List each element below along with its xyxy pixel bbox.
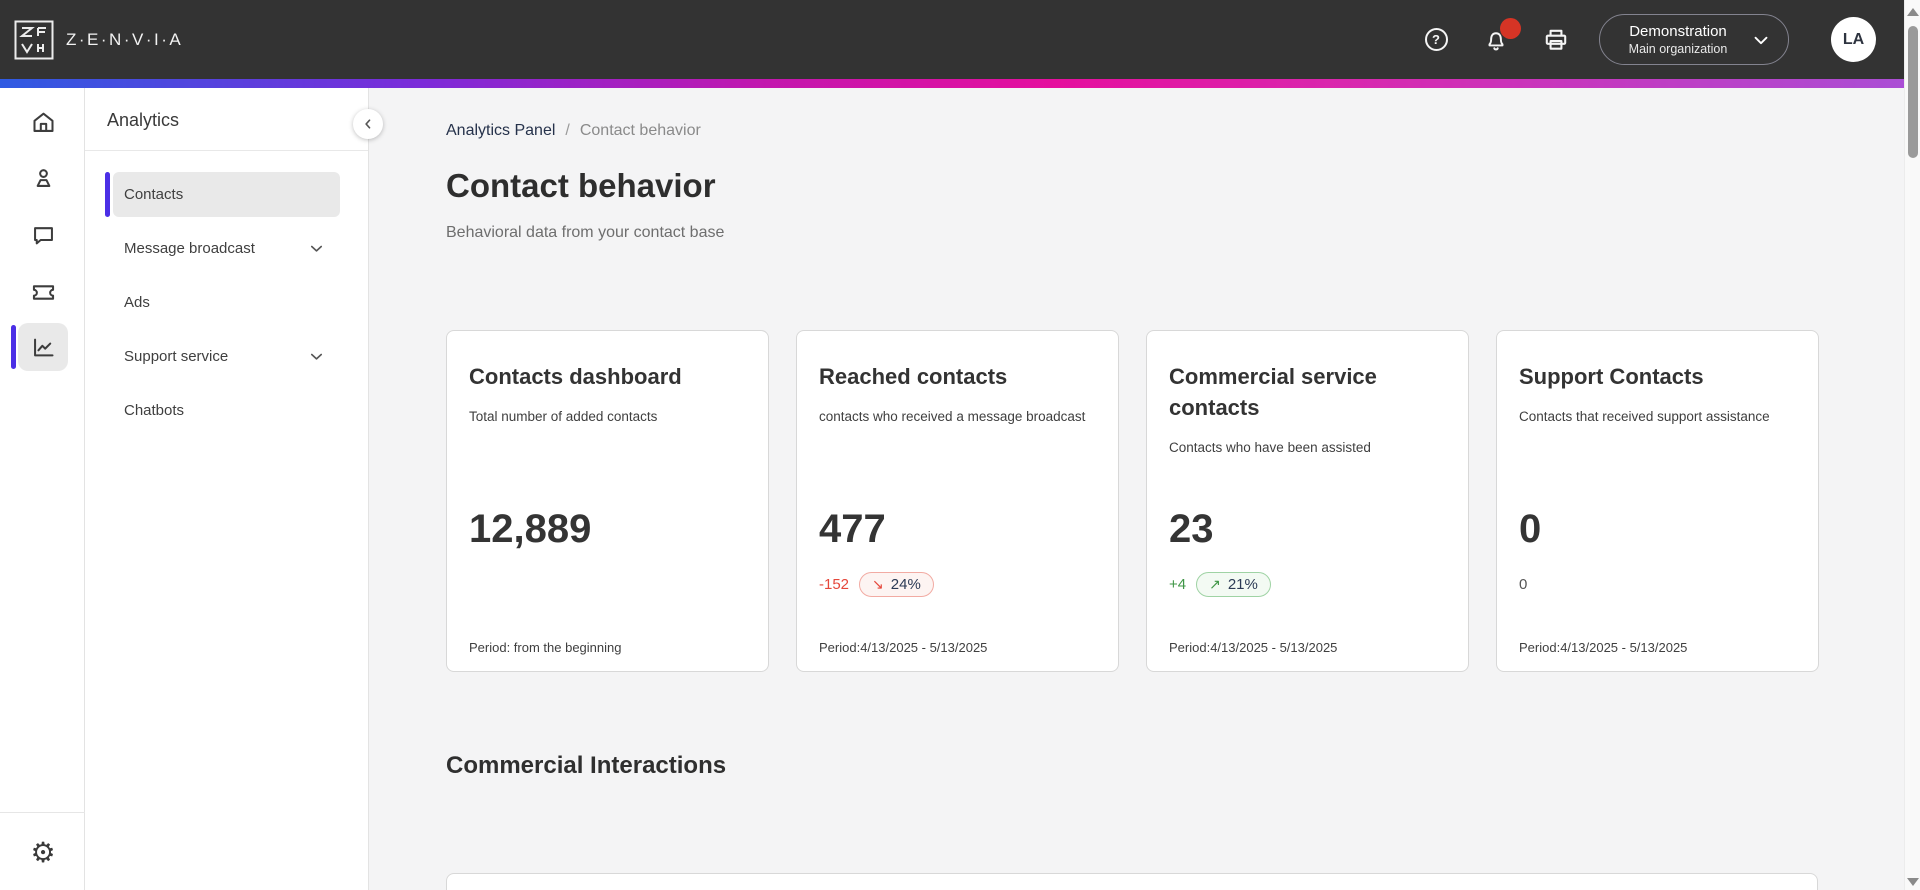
breadcrumb-separator: / — [565, 122, 570, 139]
card-delta-row: +4 ↗ 21% — [1169, 571, 1271, 597]
trend-badge: ↗ 21% — [1196, 571, 1271, 597]
card-value: 0 — [1519, 507, 1542, 551]
scrollbar-thumb[interactable] — [1908, 26, 1918, 158]
main-content: Analytics Panel / Contact behavior Conta… — [369, 88, 1920, 890]
sidebar-menu: Contacts Message broadcast Ads Support s… — [105, 172, 340, 442]
card-reached-contacts: Reached contacts contacts who received a… — [796, 330, 1119, 672]
user-avatar[interactable]: LA — [1831, 17, 1876, 62]
trend-percent: 21% — [1227, 575, 1258, 593]
window-scrollbar[interactable] — [1904, 0, 1920, 890]
card-contacts-dashboard: Contacts dashboard Total number of added… — [446, 330, 769, 672]
card-title: Support Contacts — [1519, 364, 1704, 389]
card-delta-row: -152 ↘ 24% — [819, 571, 934, 597]
chevron-down-icon — [307, 239, 326, 258]
card-value: 23 — [1169, 507, 1214, 551]
card-value: 12,889 — [469, 507, 592, 551]
settings-gear-icon[interactable]: ⚙ — [30, 837, 56, 868]
kpi-cards-row: Contacts dashboard Total number of added… — [446, 330, 1920, 672]
card-description: Contacts that received support assistanc… — [1519, 409, 1770, 424]
card-title: Contacts dashboard — [469, 364, 682, 389]
delta-value: +4 — [1169, 575, 1187, 593]
card-description: contacts who received a message broadcas… — [819, 409, 1086, 424]
section-commercial-interactions: Commercial Interactions — [446, 752, 727, 779]
rail-contacts-icon[interactable] — [18, 154, 68, 202]
scrollbar-up-arrow-icon[interactable] — [1907, 8, 1919, 16]
card-value: 477 — [819, 507, 886, 551]
organization-texts: Demonstration Main organization — [1620, 22, 1736, 58]
help-icon[interactable]: ? — [1423, 27, 1449, 53]
scrollbar-down-arrow-icon[interactable] — [1907, 878, 1919, 886]
print-icon[interactable] — [1543, 27, 1569, 53]
card-period: Period:4/13/2025 - 5/13/2025 — [1519, 640, 1688, 655]
delta-value: 0 — [1519, 575, 1528, 593]
sidebar-item-message-broadcast[interactable]: Message broadcast — [113, 226, 340, 271]
sidebar-item-chatbots[interactable]: Chatbots — [124, 402, 185, 419]
card-support-contacts: Support Contacts Contacts that received … — [1496, 330, 1819, 672]
trend-percent: 24% — [890, 575, 921, 593]
card-description: Contacts who have been assisted — [1169, 440, 1371, 455]
delta-value: -152 — [819, 575, 850, 593]
card-title: Commercial service contacts — [1169, 364, 1377, 420]
sidebar-item-contacts[interactable]: Contacts — [105, 172, 340, 217]
zenvia-logo-icon — [14, 20, 54, 60]
icon-rail: ⚙ — [0, 88, 85, 890]
rail-selected-accent — [11, 325, 16, 369]
trend-up-arrow-icon: ↗ — [1209, 575, 1221, 592]
breadcrumb-current: Contact behavior — [579, 122, 701, 139]
sidebar-item-ads[interactable]: Ads — [124, 294, 150, 311]
card-delta-row: 0 — [1519, 571, 1527, 597]
sidebar-title: Analytics — [107, 110, 180, 130]
brand-name: Z·E·N·V·I·A — [66, 29, 184, 49]
card-period: Period:4/13/2025 - 5/13/2025 — [819, 640, 988, 655]
organization-switcher[interactable]: Demonstration Main organization — [1599, 14, 1789, 65]
rail-divider — [0, 812, 85, 813]
rail-ticket-icon[interactable] — [18, 268, 68, 316]
sidebar-item-support-service[interactable]: Support service — [113, 334, 340, 379]
card-commercial-service-contacts: Commercial service contacts Contacts who… — [1146, 330, 1469, 672]
chevron-down-icon — [1750, 29, 1772, 51]
commercial-interactions-card — [446, 873, 1818, 890]
sidebar-collapse-button[interactable] — [353, 109, 383, 139]
rail-conversations-icon[interactable] — [18, 211, 68, 259]
card-period: Period: from the beginning — [469, 640, 622, 655]
notification-badge-dot — [1500, 17, 1521, 39]
analytics-sidebar: Analytics Contacts Message broadcast — [85, 88, 383, 890]
rail-home-icon[interactable] — [18, 98, 68, 146]
trend-down-arrow-icon: ↘ — [872, 575, 884, 592]
sidebar-divider — [85, 150, 368, 151]
brand-gradient-bar — [0, 79, 1920, 88]
page-title: Contact behavior — [446, 167, 716, 204]
notifications-bell-icon[interactable] — [1483, 17, 1521, 53]
chevron-down-icon — [307, 347, 326, 366]
organization-name: Demonstration — [1629, 22, 1727, 40]
card-title: Reached contacts — [819, 364, 1008, 389]
card-description: Total number of added contacts — [469, 409, 658, 424]
trend-badge: ↘ 24% — [859, 571, 934, 597]
card-period: Period:4/13/2025 - 5/13/2025 — [1169, 640, 1338, 655]
breadcrumb-analytics-panel[interactable]: Analytics Panel — [446, 122, 556, 139]
page-subtitle: Behavioral data from your contact base — [446, 224, 725, 241]
organization-subname: Main organization — [1628, 42, 1728, 57]
body-row: ⚙ Analytics Contacts Message broadcast — [0, 88, 1920, 890]
topbar: Z·E·N·V·I·A ? Demonstration Main organiz… — [0, 0, 1920, 79]
breadcrumb: Analytics Panel / Contact behavior — [446, 122, 1920, 140]
rail-analytics-icon[interactable] — [18, 323, 68, 371]
brand: Z·E·N·V·I·A — [14, 20, 183, 60]
